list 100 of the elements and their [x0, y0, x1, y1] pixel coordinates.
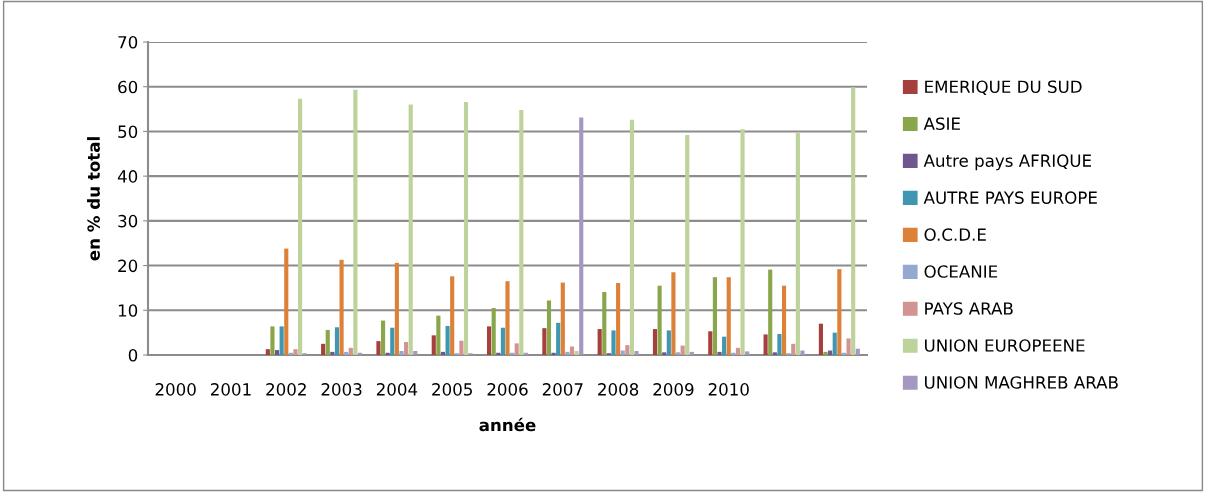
bar: [344, 351, 349, 355]
legend-label: AUTRE PAYS EUROPE: [923, 191, 1097, 204]
bar: [486, 326, 492, 355]
bar: [459, 340, 464, 355]
y-tick-label: 70: [118, 35, 138, 49]
bar: [685, 135, 690, 355]
bar: [408, 104, 413, 355]
bar: [763, 334, 768, 355]
bar: [431, 335, 436, 355]
bar: [735, 347, 741, 355]
bar: [675, 352, 681, 355]
bar: [708, 331, 713, 355]
bar: [413, 350, 418, 355]
bar: [689, 351, 694, 355]
bar: [777, 333, 782, 355]
bar: [404, 342, 409, 355]
x-tick-label: 2000: [155, 383, 196, 396]
y-tick-label: 60: [118, 80, 138, 94]
legend-label: O.C.D.E: [924, 228, 986, 241]
y-tick-label: 0: [128, 348, 138, 362]
x-tick-label: 2010: [708, 383, 749, 396]
bar: [837, 269, 842, 355]
legend-label: Autre pays AFRIQUE: [923, 154, 1091, 171]
legend-label: EMERIQUE DU SUD: [925, 80, 1082, 95]
bar: [284, 248, 289, 355]
bar: [399, 350, 404, 355]
bar: [330, 351, 335, 355]
bar: [519, 109, 524, 355]
bar: [293, 349, 298, 355]
x-tick-label: 2009: [653, 383, 694, 396]
bar: [560, 282, 565, 355]
bar: [791, 343, 796, 355]
bar: [740, 129, 745, 355]
bar: [270, 326, 275, 355]
legend-label: UNION MAGHREB ARAB: [925, 376, 1118, 389]
bar: [846, 338, 851, 355]
bar: [376, 341, 381, 355]
y-tick-label: 30: [118, 214, 138, 228]
x-tick-label: 2007: [542, 383, 583, 396]
bar: [726, 277, 731, 355]
bar: [851, 87, 856, 355]
bar: [597, 329, 602, 355]
bar: [574, 350, 579, 355]
bar: [795, 132, 800, 355]
bar: [436, 315, 441, 355]
bar: [542, 328, 547, 355]
bar: [662, 352, 667, 355]
bar: [616, 283, 621, 355]
bar: [745, 351, 750, 355]
bar: [818, 323, 823, 355]
x-tick-label: 2001: [210, 383, 251, 396]
x-tick-label: 2006: [487, 383, 528, 396]
bar: [348, 347, 353, 355]
bar: [855, 348, 860, 355]
y-tick-label: 50: [118, 125, 138, 138]
bar: [380, 320, 386, 355]
bar: [722, 336, 727, 355]
bar: [832, 332, 837, 355]
bar: [394, 262, 399, 355]
bar: [781, 285, 787, 355]
bar: [445, 325, 450, 355]
bar: [634, 350, 639, 355]
y-tick-label: 40: [117, 170, 138, 183]
bar: [768, 269, 773, 355]
bar: [657, 285, 662, 355]
bar: [463, 101, 469, 355]
bar: [629, 119, 635, 355]
bar: [666, 330, 671, 355]
x-tick-label: 2002: [266, 383, 306, 396]
bar: [274, 350, 280, 355]
y-axis-title: en % du total: [87, 137, 100, 261]
legend-label: PAYS ARAB: [925, 302, 1013, 315]
bar: [652, 329, 658, 355]
bar: [339, 259, 344, 355]
bar: [298, 98, 303, 355]
y-tick-label: 20: [118, 259, 138, 273]
x-tick-label: 2005: [432, 383, 472, 396]
bar: [440, 351, 446, 355]
x-tick-label: 2004: [376, 383, 418, 396]
legend-label: UNION EUROPEENE: [925, 339, 1085, 352]
bar: [334, 327, 340, 355]
bar: [671, 272, 676, 355]
bar: [565, 351, 570, 355]
bar: [569, 346, 575, 355]
bar: [579, 117, 584, 355]
bar: [321, 343, 326, 355]
legend-label: ASIE: [923, 117, 960, 131]
x-tick-label: 2008: [598, 383, 639, 396]
x-tick-label: 2003: [321, 383, 362, 396]
bar: [546, 300, 552, 355]
bar: [450, 276, 455, 355]
bar: [680, 345, 685, 355]
bar: [556, 322, 561, 355]
bar: [279, 326, 284, 355]
legend-label: OCEANIE: [924, 265, 998, 278]
bar: [500, 327, 505, 355]
y-tick-label: 10: [118, 304, 138, 317]
bar: [265, 349, 270, 355]
bar: [505, 281, 510, 355]
x-axis-title: année: [479, 417, 536, 432]
